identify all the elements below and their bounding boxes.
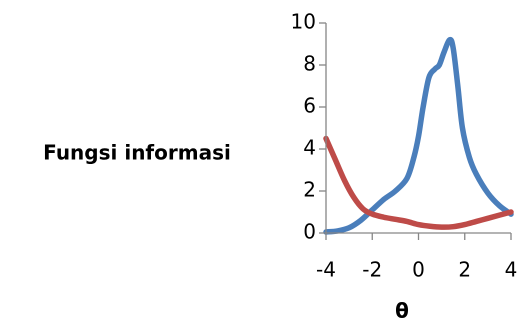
y-tick-label: 4: [303, 136, 316, 160]
x-tick-label: -4: [316, 258, 336, 282]
y-tick-label: 6: [303, 94, 316, 118]
x-tick-label: 2: [458, 258, 471, 282]
x-axis-title: θ: [395, 299, 409, 323]
series-layer: [323, 36, 514, 235]
x-tick-label: 0: [412, 258, 425, 282]
axes-layer: [319, 22, 512, 240]
labels-layer: 0 2 4 6 8 10 -4 -2 0 2 4: [291, 10, 518, 282]
series-line-1: [323, 36, 514, 235]
y-tick-label: 0: [303, 220, 316, 244]
x-tick-label: 4: [505, 258, 518, 282]
y-axis-title: Fungsi informasi: [43, 141, 231, 165]
series-line-2: [323, 135, 514, 230]
y-tick-label: 8: [303, 52, 316, 76]
y-tick-label: 2: [303, 178, 316, 202]
x-tick-label: -2: [362, 258, 382, 282]
y-tick-label: 10: [291, 10, 316, 34]
